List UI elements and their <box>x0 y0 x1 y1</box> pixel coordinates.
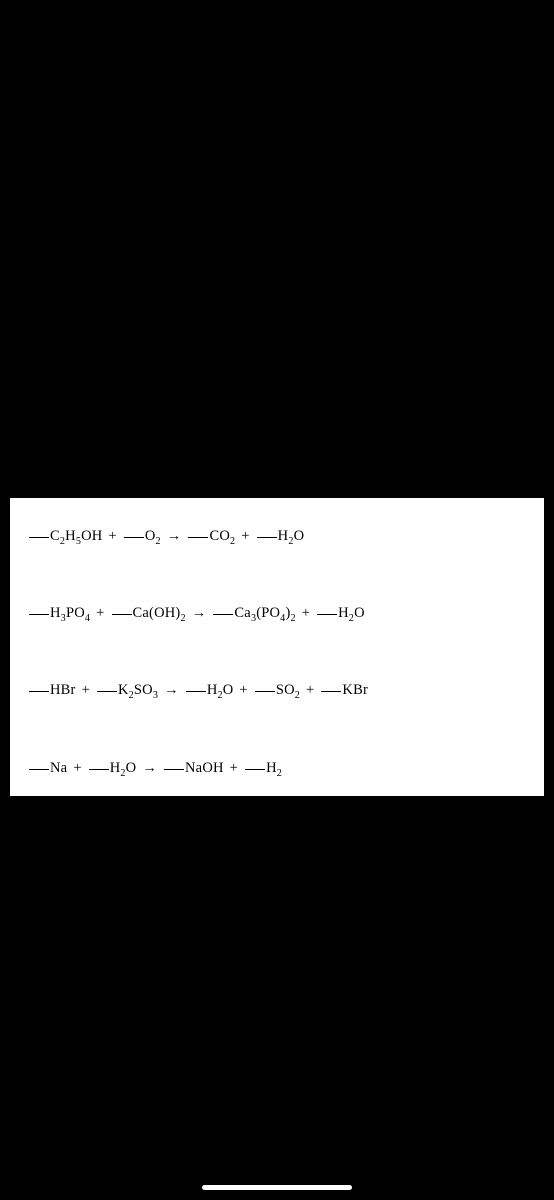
plus-symbol: + <box>224 758 244 778</box>
chemical-formula: C2H5OH <box>50 528 102 544</box>
equation-row: Na+H2O→NaOH+H2 <box>28 758 526 778</box>
coefficient-blank[interactable] <box>29 601 49 615</box>
coefficient-blank[interactable] <box>124 524 144 538</box>
coefficient-blank[interactable] <box>255 678 275 692</box>
chemical-formula: Ca3(PO4)2 <box>234 605 295 621</box>
chemical-formula: K2SO3 <box>118 682 158 698</box>
coefficient-blank[interactable] <box>29 524 49 538</box>
plus-symbol: + <box>233 680 253 700</box>
coefficient-blank[interactable] <box>188 524 208 538</box>
equation-row: HBr+K2SO3→H2O+SO2+KBr <box>28 680 526 700</box>
coefficient-blank[interactable] <box>321 678 341 692</box>
coefficient-blank[interactable] <box>257 524 277 538</box>
coefficient-blank[interactable] <box>112 601 132 615</box>
coefficient-blank[interactable] <box>186 678 206 692</box>
chemical-formula: NaOH <box>185 760 224 776</box>
chemical-formula: Ca(OH)2 <box>133 605 186 621</box>
arrow-symbol: → <box>186 603 213 623</box>
chemical-formula: H2 <box>266 760 282 776</box>
chemical-formula: CO2 <box>209 528 235 544</box>
chemical-formula: O2 <box>145 528 161 544</box>
plus-symbol: + <box>90 603 110 623</box>
arrow-symbol: → <box>136 758 163 778</box>
plus-symbol: + <box>102 526 122 546</box>
chemical-formula: H2O <box>278 528 305 544</box>
plus-symbol: + <box>296 603 316 623</box>
equation-row: C2H5OH+O2→CO2+H2O <box>28 526 526 546</box>
coefficient-blank[interactable] <box>164 756 184 770</box>
equation-row: H3PO4+Ca(OH)2→Ca3(PO4)2+H2O <box>28 603 526 623</box>
plus-symbol: + <box>67 758 87 778</box>
chemical-formula: H2O <box>110 760 137 776</box>
arrow-symbol: → <box>158 680 185 700</box>
coefficient-blank[interactable] <box>29 678 49 692</box>
chemical-formula: H2O <box>207 682 234 698</box>
chemical-formula: H2O <box>338 605 365 621</box>
coefficient-blank[interactable] <box>245 756 265 770</box>
coefficient-blank[interactable] <box>317 601 337 615</box>
coefficient-blank[interactable] <box>29 756 49 770</box>
chemical-formula: Na <box>50 760 67 776</box>
chemical-formula: H3PO4 <box>50 605 90 621</box>
chemical-formula: HBr <box>50 682 76 698</box>
coefficient-blank[interactable] <box>97 678 117 692</box>
chemical-formula: SO2 <box>276 682 300 698</box>
coefficient-blank[interactable] <box>89 756 109 770</box>
plus-symbol: + <box>235 526 255 546</box>
plus-symbol: + <box>76 680 96 700</box>
arrow-symbol: → <box>161 526 188 546</box>
worksheet-sheet: C2H5OH+O2→CO2+H2OH3PO4+Ca(OH)2→Ca3(PO4)2… <box>10 498 544 796</box>
home-indicator <box>202 1185 352 1190</box>
coefficient-blank[interactable] <box>213 601 233 615</box>
chemical-formula: KBr <box>342 682 368 698</box>
plus-symbol: + <box>300 680 320 700</box>
